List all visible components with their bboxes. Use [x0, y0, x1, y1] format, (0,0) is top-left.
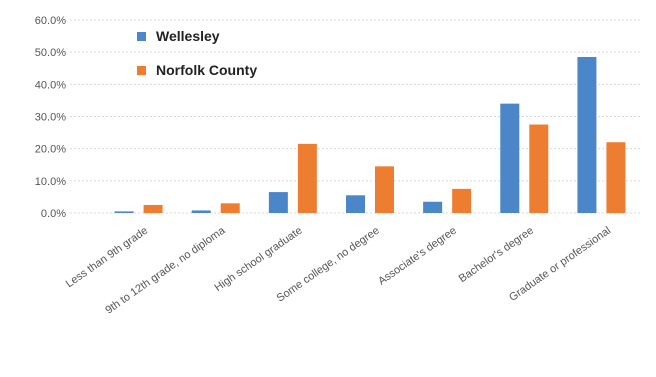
x-category-label: Bachelor's degree [457, 225, 536, 285]
gridlines [70, 19, 640, 214]
bar-wellesley-graduate-or-professional [577, 56, 597, 213]
bar-wellesley-some-college-no-degree [346, 195, 365, 213]
legend: Wellesley Norfolk County [137, 28, 257, 78]
y-tick-label: 20.0% [35, 144, 66, 156]
bars [114, 56, 626, 213]
x-category-label: 9th to 12th grade, no diploma [103, 224, 228, 316]
y-tick-label: 40.0% [35, 79, 66, 91]
y-tick-label: 10.0% [35, 176, 66, 188]
bar-norfolk-county-graduate-or-professional [606, 142, 626, 213]
x-category-label: Less than 9th grade [64, 225, 151, 291]
bar-norfolk-county-associate-s-degree [452, 188, 472, 213]
bar-norfolk-county-high-school-graduate [297, 143, 317, 213]
y-tick-label: 0.0% [41, 208, 66, 220]
bar-norfolk-county-9th-to-12th-grade-no-diploma [220, 203, 240, 213]
bar-norfolk-county-some-college-no-degree [375, 166, 394, 213]
y-tick-label: 30.0% [35, 112, 66, 124]
legend-label-wellesley: Wellesley [156, 28, 220, 44]
bar-wellesley-high-school-graduate [268, 192, 288, 213]
bar-norfolk-county-bachelor-s-degree [529, 124, 549, 213]
y-tick-label: 60.0% [35, 15, 66, 27]
y-tick-label: 50.0% [35, 47, 66, 59]
legend-swatch-wellesley [137, 32, 146, 41]
legend-swatch-norfolk-county [137, 66, 146, 75]
bar-norfolk-county-less-than-9th-grade [143, 204, 163, 213]
bar-wellesley-bachelor-s-degree [500, 103, 520, 213]
bar-wellesley-associate-s-degree [423, 201, 443, 213]
y-axis-ticks: 0.0% 10.0% 20.0% 30.0% 40.0% 50.0% 60.0% [35, 15, 66, 220]
bar-wellesley-less-than-9th-grade [114, 211, 134, 213]
bar-wellesley-9th-to-12th-grade-no-diploma [191, 210, 211, 213]
x-category-label: Associate's degree [376, 225, 459, 288]
legend-label-norfolk-county: Norfolk County [156, 62, 257, 78]
